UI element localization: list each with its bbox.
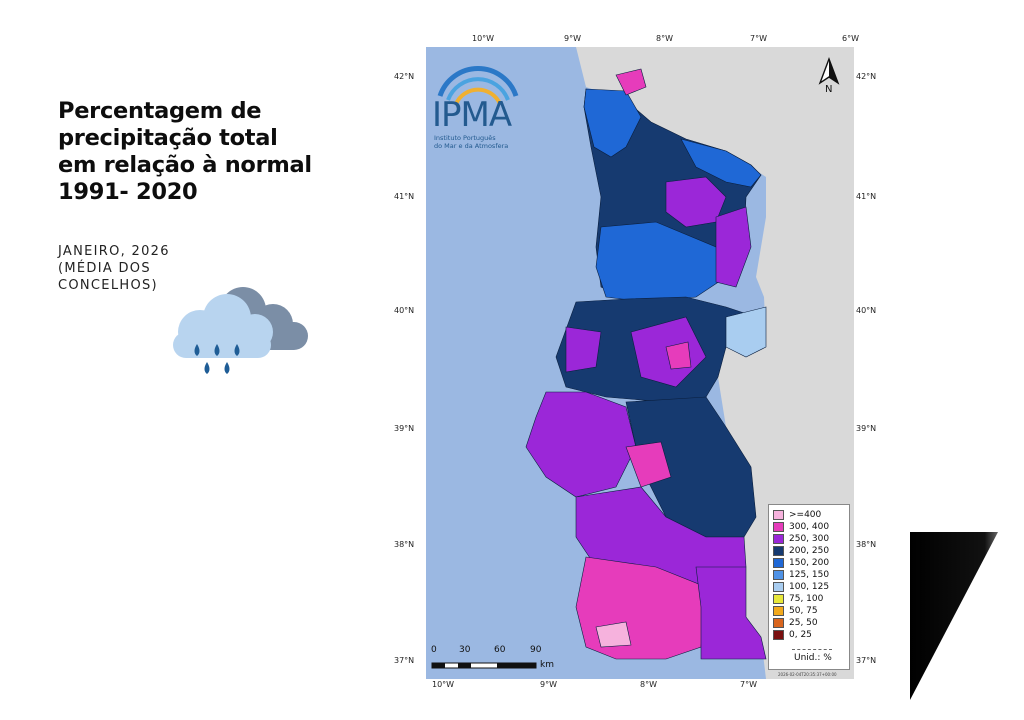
legend-label: 250, 300 bbox=[789, 533, 830, 544]
north-arrow-icon bbox=[818, 57, 840, 85]
legend-item: 100, 125 bbox=[773, 581, 829, 592]
region-algarve-light-pink bbox=[595, 621, 632, 648]
legend-unit: Unid.: % bbox=[794, 653, 832, 663]
legend-item: 250, 300 bbox=[773, 533, 829, 544]
legend-label: 75, 100 bbox=[789, 593, 824, 604]
title-line: 1991- 2020 bbox=[58, 179, 198, 205]
region-santarem-pink bbox=[625, 441, 672, 488]
title-line: precipitação total bbox=[58, 125, 278, 151]
lat-tick: 37°N bbox=[394, 656, 415, 665]
region-coimbra-purple bbox=[565, 326, 602, 373]
lat-tick: 39°N bbox=[394, 424, 415, 433]
north-label: N bbox=[825, 84, 833, 95]
lat-tick: 39°N bbox=[856, 424, 877, 433]
legend-swatch bbox=[773, 569, 784, 580]
legend-item: 50, 75 bbox=[773, 605, 818, 616]
lat-tick: 38°N bbox=[394, 540, 415, 549]
lon-tick: 9°W bbox=[564, 34, 581, 43]
logo-name: IPMA bbox=[432, 95, 512, 135]
lat-tick: 37°N bbox=[856, 656, 877, 665]
logo-subtitle: Instituto Português do Mar e da Atmosfer… bbox=[434, 134, 534, 150]
lat-tick: 42°N bbox=[394, 72, 415, 81]
legend-item: 25, 50 bbox=[773, 617, 818, 628]
title-line: Percentagem de bbox=[58, 98, 262, 124]
lon-tick: 10°W bbox=[472, 34, 495, 43]
legend-label: 300, 400 bbox=[789, 521, 830, 532]
lon-tick: 6°W bbox=[842, 34, 859, 43]
region-centro-pink bbox=[665, 341, 692, 370]
page-title: Percentagem de precipitação total em rel… bbox=[58, 98, 348, 206]
legend-label: 150, 200 bbox=[789, 557, 830, 568]
lon-tick: 8°W bbox=[656, 34, 673, 43]
legend-divider bbox=[792, 649, 832, 650]
legend-item: 300, 400 bbox=[773, 521, 829, 532]
legend-swatch bbox=[773, 533, 784, 544]
decorative-triangle bbox=[910, 532, 998, 700]
region-east-purple bbox=[715, 206, 752, 288]
legend-label: 25, 50 bbox=[789, 617, 818, 628]
lat-tick: 41°N bbox=[856, 192, 877, 201]
rain-cloud-icon bbox=[173, 287, 308, 374]
lon-tick: 8°W bbox=[640, 680, 657, 689]
legend-swatch bbox=[773, 521, 784, 532]
legend-label: >=400 bbox=[789, 509, 822, 520]
scale-unit: km bbox=[540, 660, 554, 670]
legend-swatch bbox=[773, 593, 784, 604]
lat-tick: 40°N bbox=[856, 306, 877, 315]
legend-item: 150, 200 bbox=[773, 557, 829, 568]
legend-label: 0, 25 bbox=[789, 629, 812, 640]
region-minho bbox=[583, 88, 642, 158]
region-norte-pink bbox=[615, 68, 647, 96]
region-lisbon-purple bbox=[525, 391, 637, 498]
legend-swatch bbox=[773, 509, 784, 520]
logo-subtitle-line: Instituto Português bbox=[434, 134, 496, 142]
lon-tick: 10°W bbox=[432, 680, 455, 689]
region-northeast bbox=[680, 138, 762, 188]
ipma-logo bbox=[437, 65, 519, 105]
legend-item: 125, 150 bbox=[773, 569, 829, 580]
scale-tick: 90 bbox=[530, 645, 542, 655]
lat-tick: 40°N bbox=[394, 306, 415, 315]
subtitle-line: (MÉDIA DOS bbox=[58, 261, 151, 276]
region-centro-blue bbox=[595, 221, 727, 303]
legend-swatch bbox=[773, 605, 784, 616]
scale-tick: 60 bbox=[494, 645, 506, 655]
lon-tick: 7°W bbox=[740, 680, 757, 689]
lon-tick: 9°W bbox=[540, 680, 557, 689]
region-south-purple bbox=[695, 566, 767, 660]
legend-label: 50, 75 bbox=[789, 605, 818, 616]
legend-label: 100, 125 bbox=[789, 581, 830, 592]
subtitle-line: JANEIRO, 2026 bbox=[58, 244, 170, 259]
logo-subtitle-line: do Mar e da Atmosfera bbox=[434, 141, 509, 150]
map-legend: >=400 300, 400 250, 300 200, 250 150, 20… bbox=[768, 504, 850, 670]
legend-item: 200, 250 bbox=[773, 545, 829, 556]
legend-item: >=400 bbox=[773, 509, 821, 520]
title-line: em relação à normal bbox=[58, 152, 312, 178]
subtitle-line: CONCELHOS) bbox=[58, 278, 158, 293]
legend-swatch bbox=[773, 629, 784, 640]
legend-label: 200, 250 bbox=[789, 545, 830, 556]
lat-tick: 38°N bbox=[856, 540, 877, 549]
legend-swatch bbox=[773, 557, 784, 568]
legend-label: 125, 150 bbox=[789, 569, 830, 580]
legend-item: 0, 25 bbox=[773, 629, 812, 640]
legend-swatch bbox=[773, 545, 784, 556]
map-timestamp: 2026-02-04T20:35:37+00:00 bbox=[778, 672, 837, 677]
legend-item: 75, 100 bbox=[773, 593, 823, 604]
region-castelo-branco-light bbox=[725, 306, 767, 358]
lat-tick: 41°N bbox=[394, 192, 415, 201]
scale-bar bbox=[431, 662, 537, 669]
period-subtitle: JANEIRO, 2026 (MÉDIA DOS CONCELHOS) bbox=[58, 243, 258, 294]
scale-tick: 0 bbox=[431, 645, 437, 655]
legend-swatch bbox=[773, 617, 784, 628]
scale-tick: 30 bbox=[459, 645, 471, 655]
lon-tick: 7°W bbox=[750, 34, 767, 43]
legend-swatch bbox=[773, 581, 784, 592]
lat-tick: 42°N bbox=[856, 72, 877, 81]
